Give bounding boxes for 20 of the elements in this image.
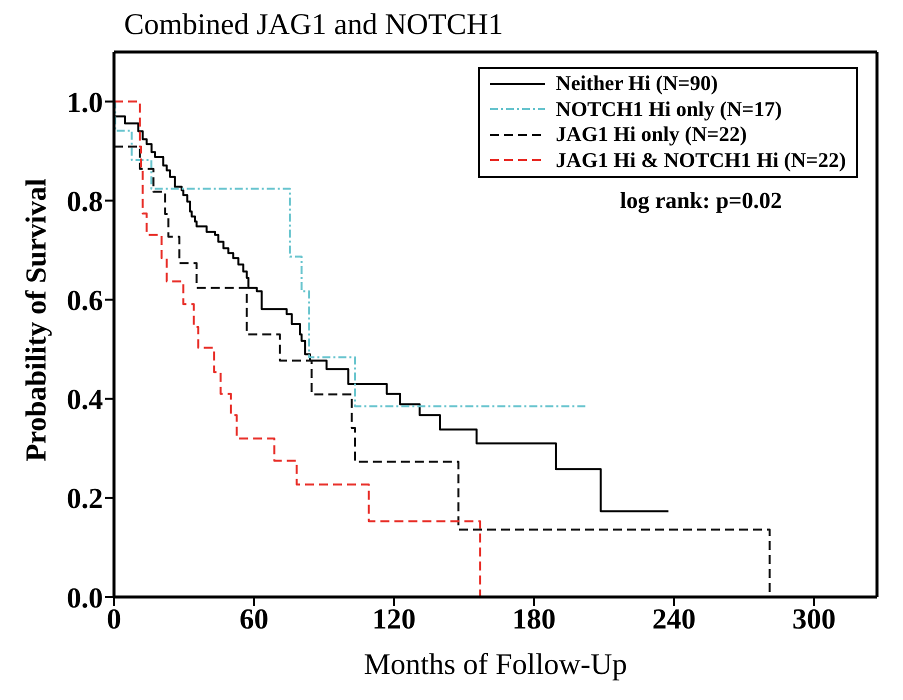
y-tick-label: 0.4 — [66, 384, 103, 416]
legend-label: NOTCH1 Hi only (N=17) — [556, 96, 782, 122]
y-tick-label: 0.2 — [66, 483, 103, 516]
y-tick-label: 0.6 — [66, 285, 103, 318]
y-axis-title: Probability of Survival — [20, 178, 54, 462]
x-axis-title: Months of Follow-Up — [364, 648, 628, 682]
y-tick-label: 1.0 — [66, 86, 103, 119]
x-tick-label: 180 — [512, 604, 556, 636]
x-tick-label: 0 — [106, 604, 122, 636]
x-tick-label: 300 — [792, 604, 836, 636]
y-tick-label: 0.8 — [66, 186, 103, 218]
y-tick-label: 0.0 — [66, 582, 103, 614]
chart-title: Combined JAG1 and NOTCH1 — [124, 8, 504, 42]
legend-label: JAG1 Hi only (N=22) — [556, 122, 747, 148]
x-tick-label: 60 — [240, 604, 268, 636]
annotation: log rank: p=0.02 — [620, 188, 782, 214]
legend-label: JAG1 Hi & NOTCH1 Hi (N=22) — [556, 148, 846, 173]
x-tick-label: 240 — [652, 604, 696, 636]
legend-label: Neither Hi (N=90) — [556, 71, 718, 96]
x-tick-label: 120 — [372, 604, 416, 636]
